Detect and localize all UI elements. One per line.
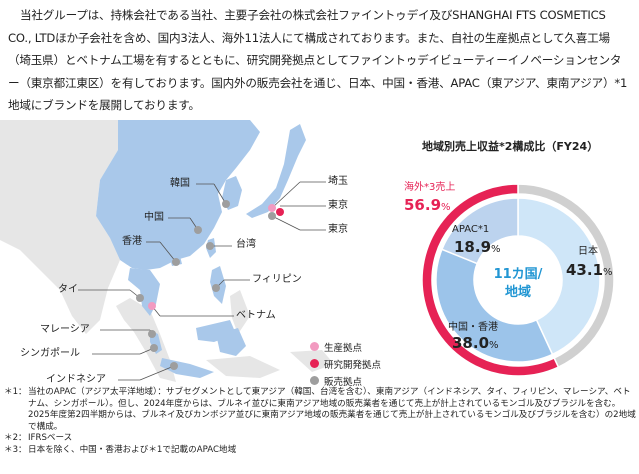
marker-korea <box>222 200 230 208</box>
land-japan <box>246 124 306 218</box>
site-markers <box>136 200 284 370</box>
overseas-value: 56.9 <box>404 196 441 214</box>
svg-text:18.9%: 18.9% <box>454 238 501 256</box>
revenue-chart: 地域別売上収益*2構成比（FY24） 11カ国/ 地域 日本 43.1% 中国・… <box>400 130 639 380</box>
legend-sales: 販売拠点 <box>310 372 381 389</box>
slice-unit-japan: % <box>603 267 613 278</box>
chart-title: 地域別売上収益*2構成比（FY24） <box>422 140 599 153</box>
marker-hongkong <box>172 258 180 266</box>
slice-unit-apac: % <box>491 244 501 255</box>
footnote-1-text: 当社のAPAC（アジア太平洋地域）：サブセグメントとして東アジア（韓国、台湾を含… <box>28 387 636 432</box>
donut-center-line1: 11カ国/ <box>494 267 543 282</box>
marker-thailand <box>136 294 144 302</box>
slice-label-japan: 日本 <box>578 244 598 257</box>
intro-paragraph: 当社グループは、持株会社である当社、主要子会社の株式会社ファイントゥデイ及びSH… <box>8 8 628 112</box>
map-legend: 生産拠点 研究開発拠点 販売拠点 <box>310 338 381 389</box>
ring-overseas <box>421 183 560 377</box>
footnote-2-mark: ＊2： <box>4 433 27 444</box>
footnote-3-text: 日本を除く、中国・香港および＊1で記載のAPAC地域 <box>28 444 237 455</box>
marker-malaysia <box>148 330 156 338</box>
legend-production-label: 生産拠点 <box>324 342 363 354</box>
label-tokyo-sales: 東京 <box>328 224 348 235</box>
slice-unit-china: % <box>489 340 499 351</box>
footnotes: ＊1： 当社のAPAC（アジア太平洋地域）：サブセグメントとして東アジア（韓国、… <box>4 387 636 457</box>
land-other-peninsula <box>116 298 176 382</box>
marker-philippines <box>212 284 220 292</box>
marker-indonesia <box>170 362 178 370</box>
marker-tokyo-rnd <box>276 208 284 216</box>
footnote-3: ＊3： 日本を除く、中国・香港および＊1で記載のAPAC地域 <box>4 445 636 457</box>
slice-label-china: 中国・香港 <box>448 320 498 333</box>
marker-vietnam <box>148 302 156 310</box>
label-vietnam: ベトナム <box>236 310 276 321</box>
land-china <box>96 120 260 270</box>
asia-map-graphic <box>0 120 334 382</box>
label-philippines: フィリピン <box>252 274 302 285</box>
label-indonesia: インドネシア <box>46 374 106 385</box>
donut-hole <box>474 236 562 324</box>
overseas-unit: % <box>441 202 451 213</box>
rnd-dot-icon <box>310 359 319 368</box>
donut-center-line2: 地域 <box>505 284 531 300</box>
footnote-2-text: IFRSベース <box>28 433 73 444</box>
marker-taiwan <box>206 242 214 250</box>
label-thailand: タイ <box>58 284 78 295</box>
land-malaysia <box>150 320 236 354</box>
label-china: 中国 <box>144 212 164 223</box>
label-malaysia: マレーシア <box>40 324 90 335</box>
slice-value-china: 38.0 <box>452 334 489 352</box>
svg-text:43.1%: 43.1% <box>566 261 613 279</box>
overseas-label: 海外*3売上 <box>404 180 455 193</box>
slice-value-japan: 43.1 <box>566 261 603 279</box>
svg-text:56.9%: 56.9% <box>404 196 451 214</box>
label-taiwan: 台湾 <box>236 239 256 250</box>
asia-map: 韓国 中国 香港 台湾 フィリピン タイ ベトナム マレーシア シンガポール イ… <box>0 120 400 392</box>
marker-china <box>194 226 202 234</box>
legend-production: 生産拠点 <box>310 338 381 355</box>
label-hongkong: 香港 <box>122 236 142 247</box>
slice-value-apac: 18.9 <box>454 238 491 256</box>
footnote-3-mark: ＊3： <box>4 444 27 455</box>
sales-dot-icon <box>310 376 319 385</box>
legend-rnd-label: 研究開発拠点 <box>324 359 382 371</box>
svg-text:38.0%: 38.0% <box>452 334 499 352</box>
legend-rnd: 研究開発拠点 <box>310 355 381 372</box>
footnote-1-mark: ＊1： <box>4 387 27 397</box>
land-other-islands <box>206 290 334 378</box>
land-other <box>0 120 120 334</box>
marker-singapore <box>150 344 158 352</box>
slice-label-apac: APAC*1 <box>452 224 489 235</box>
legend-sales-label: 販売拠点 <box>324 376 363 388</box>
label-korea: 韓国 <box>170 178 190 189</box>
revenue-donut: 11カ国/ 地域 日本 43.1% 中国・香港 38.0% APAC*1 18.… <box>404 180 615 377</box>
marker-tokyo-sales <box>268 212 276 220</box>
marker-saitama <box>268 204 276 212</box>
label-singapore: シンガポール <box>20 348 80 359</box>
label-saitama: 埼玉 <box>328 176 348 187</box>
label-tokyo-rnd: 東京 <box>328 200 348 211</box>
land-indonesia <box>160 328 246 378</box>
footnote-2: ＊2： IFRSベース <box>4 433 636 445</box>
footnote-1: ＊1： 当社のAPAC（アジア太平洋地域）：サブセグメントとして東アジア（韓国、… <box>4 387 636 433</box>
production-dot-icon <box>310 342 319 351</box>
